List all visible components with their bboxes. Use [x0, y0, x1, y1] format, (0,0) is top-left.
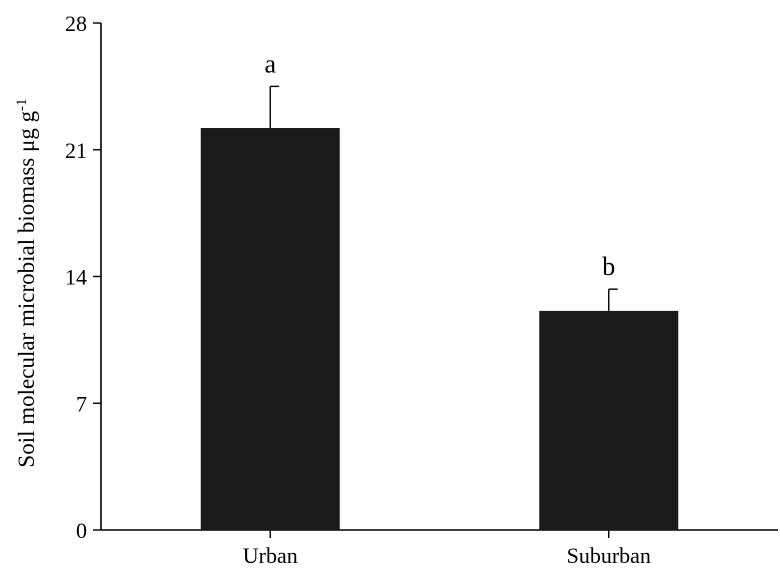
y-tick-label-1: 7 — [76, 391, 87, 416]
y-axis-title: Soil molecular microbial biomass μg g-1 — [14, 98, 39, 467]
plot-area: 0 7 14 21 28 a Urban b Suburban — [65, 11, 778, 568]
y-tick-label-2: 14 — [65, 265, 87, 290]
y-axis-title-superscript: -1 — [14, 98, 30, 111]
y-tick-label-0: 0 — [76, 518, 87, 543]
bar-suburban — [539, 310, 679, 530]
y-tick-label-3: 21 — [65, 138, 87, 163]
x-tick-label-urban: Urban — [243, 543, 298, 568]
significance-label-suburban: b — [602, 252, 615, 281]
bar-urban — [200, 128, 340, 530]
significance-label-urban: a — [264, 49, 276, 78]
y-axis-title-text: Soil molecular microbial biomass μg g — [14, 110, 39, 467]
x-tick-label-suburban: Suburban — [567, 543, 651, 568]
y-tick-label-4: 28 — [65, 11, 87, 36]
